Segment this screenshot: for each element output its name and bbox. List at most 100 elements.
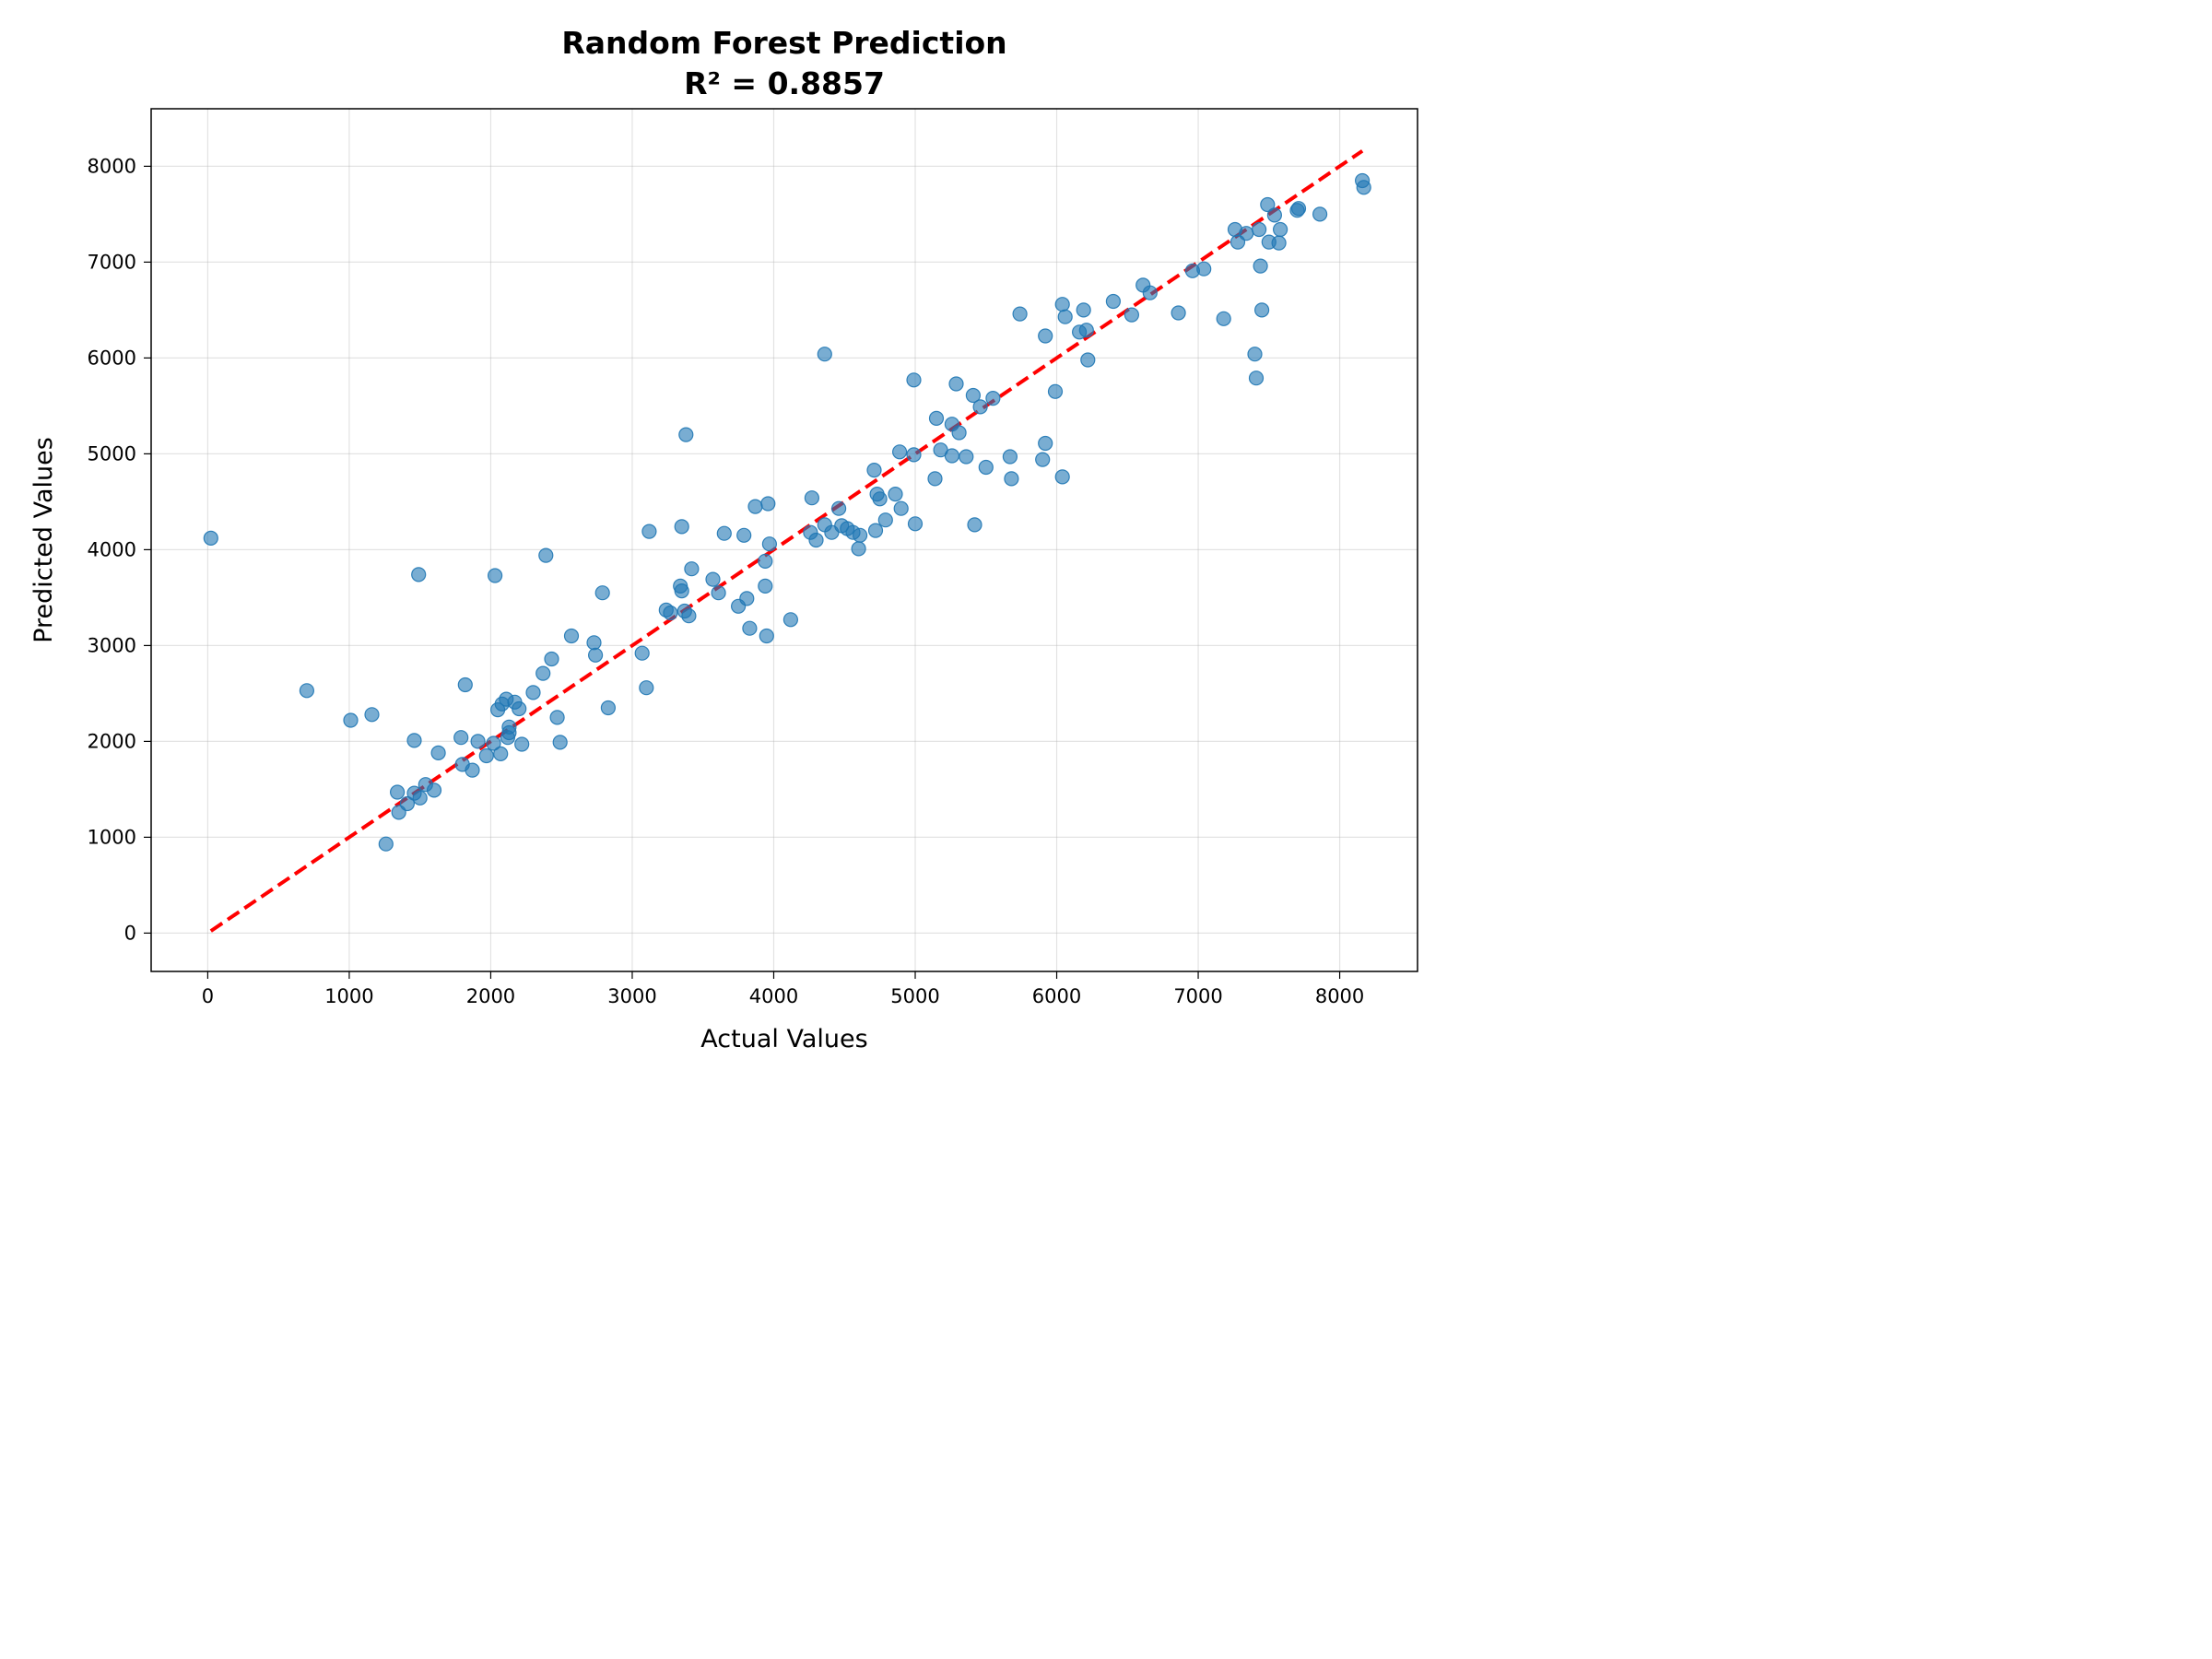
- data-point: [501, 724, 517, 741]
- data-point: [1057, 309, 1073, 324]
- y-tick-label: 2000: [88, 730, 136, 752]
- data-point: [493, 746, 509, 762]
- data-point: [1272, 221, 1288, 238]
- data-point: [907, 516, 924, 532]
- data-point: [893, 500, 909, 516]
- y-tick-label: 1000: [88, 826, 136, 848]
- data-point: [203, 530, 218, 547]
- data-point: [758, 553, 773, 570]
- data-point: [487, 568, 503, 583]
- data-point: [782, 612, 799, 628]
- chart-title: Random Forest Prediction: [561, 25, 1006, 61]
- data-point: [959, 449, 974, 465]
- x-tick-label: 1000: [324, 985, 373, 1007]
- y-tick-label: 7000: [88, 251, 136, 273]
- data-point: [1012, 306, 1028, 322]
- data-point: [681, 608, 697, 624]
- data-point: [544, 651, 559, 667]
- data-point: [1248, 371, 1265, 386]
- data-point: [1171, 305, 1186, 321]
- data-point: [465, 762, 480, 778]
- data-point: [761, 536, 778, 552]
- data-point: [1253, 258, 1268, 274]
- data-point: [634, 645, 650, 661]
- data-point: [851, 541, 866, 557]
- data-point: [877, 512, 893, 528]
- data-point: [736, 527, 752, 543]
- data-point: [411, 567, 427, 582]
- y-tick-label: 6000: [88, 347, 136, 369]
- data-point: [808, 532, 824, 548]
- data-point: [552, 735, 568, 750]
- data-point: [1124, 307, 1140, 323]
- data-point: [457, 677, 473, 693]
- x-tick-label: 3000: [607, 985, 656, 1007]
- data-point: [978, 459, 994, 476]
- data-point: [1004, 471, 1019, 487]
- y-axis: 0 1000 2000 3000 4000 5000 6000 7000 8000: [88, 155, 151, 944]
- data-point: [1038, 435, 1053, 452]
- data-point: [343, 712, 359, 728]
- data-point: [711, 585, 726, 601]
- data-point: [378, 836, 394, 852]
- data-point: [906, 447, 922, 463]
- data-point: [1002, 449, 1018, 465]
- data-point: [948, 376, 964, 392]
- data-point: [928, 410, 945, 426]
- x-axis: 0 1000 2000 3000 4000 5000 6000 7000 8000: [202, 971, 1364, 1007]
- data-point: [872, 491, 888, 507]
- data-point: [967, 517, 982, 533]
- data-point: [742, 620, 758, 636]
- data-point: [486, 735, 501, 751]
- data-point: [1196, 261, 1212, 276]
- data-point: [426, 782, 442, 798]
- data-point: [587, 647, 604, 663]
- data-point: [888, 486, 903, 502]
- x-tick-label: 8000: [1315, 985, 1364, 1007]
- data-point: [758, 578, 773, 594]
- data-point: [830, 500, 847, 516]
- data-point: [944, 448, 960, 464]
- x-tick-label: 4000: [749, 985, 798, 1007]
- data-point: [1054, 469, 1070, 485]
- data-point: [747, 499, 763, 514]
- data-point: [684, 561, 700, 577]
- data-point: [535, 665, 551, 681]
- data-point: [600, 700, 617, 716]
- data-point: [1142, 285, 1158, 300]
- x-tick-label: 0: [202, 985, 214, 1007]
- data-point: [1035, 452, 1051, 467]
- data-point: [399, 795, 415, 812]
- data-point: [514, 736, 530, 752]
- data-point: [1290, 201, 1307, 217]
- data-point: [525, 685, 541, 700]
- x-axis-label: Actual Values: [700, 1025, 867, 1053]
- data-point: [972, 399, 988, 415]
- data-point: [406, 733, 422, 748]
- data-point: [1216, 311, 1231, 326]
- data-point: [705, 571, 721, 587]
- data-point: [1271, 235, 1287, 251]
- data-point: [674, 582, 689, 599]
- data-point: [538, 547, 554, 563]
- data-point: [927, 471, 943, 487]
- data-point: [1239, 226, 1254, 241]
- data-point: [1260, 196, 1276, 213]
- data-point: [390, 784, 406, 800]
- data-point: [985, 391, 1001, 406]
- data-point: [1105, 293, 1122, 310]
- data-point: [1078, 323, 1094, 338]
- data-point: [299, 683, 314, 699]
- data-point: [867, 523, 884, 538]
- data-point: [364, 707, 380, 723]
- data-point: [478, 747, 494, 764]
- data-point: [1247, 347, 1263, 362]
- data-point: [1251, 221, 1267, 238]
- data-point: [1076, 302, 1091, 318]
- data-points: [203, 172, 1371, 852]
- data-point: [453, 730, 469, 746]
- y-tick-label: 3000: [88, 634, 136, 656]
- data-point: [470, 734, 486, 749]
- data-point: [891, 444, 908, 460]
- y-tick-label: 0: [124, 922, 136, 944]
